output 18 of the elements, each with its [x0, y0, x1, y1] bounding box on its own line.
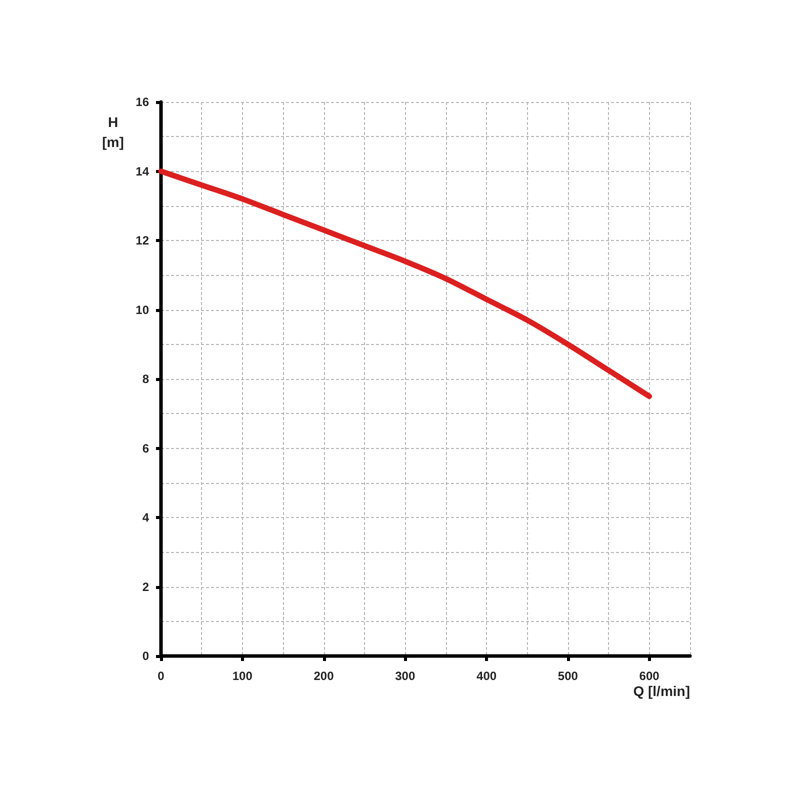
y-tick-label: 2	[142, 580, 150, 594]
x-tick-label: 500	[558, 669, 578, 683]
x-axis-title: Q [l/min]	[633, 683, 690, 699]
y-tick-label: 10	[136, 302, 150, 317]
x-tick-label: 0	[158, 669, 165, 683]
y-tick-label: 12	[136, 234, 150, 248]
y-tick-label: 4	[142, 510, 150, 524]
y-tick-label: 0	[142, 649, 150, 663]
x-tick-label: 100	[232, 669, 253, 683]
x-tick-label: 200	[314, 669, 334, 683]
y-axis-title: H [m]	[102, 114, 124, 150]
y-tick-label: 14	[136, 164, 150, 178]
x-tick-label: 400	[476, 669, 497, 683]
x-tick-label: 600	[639, 669, 660, 683]
x-tick-label: 300	[395, 669, 416, 683]
y-tick-label: 8	[142, 372, 150, 386]
y-tick-label: 6	[142, 441, 150, 456]
y-tick-label: 16	[136, 95, 150, 109]
